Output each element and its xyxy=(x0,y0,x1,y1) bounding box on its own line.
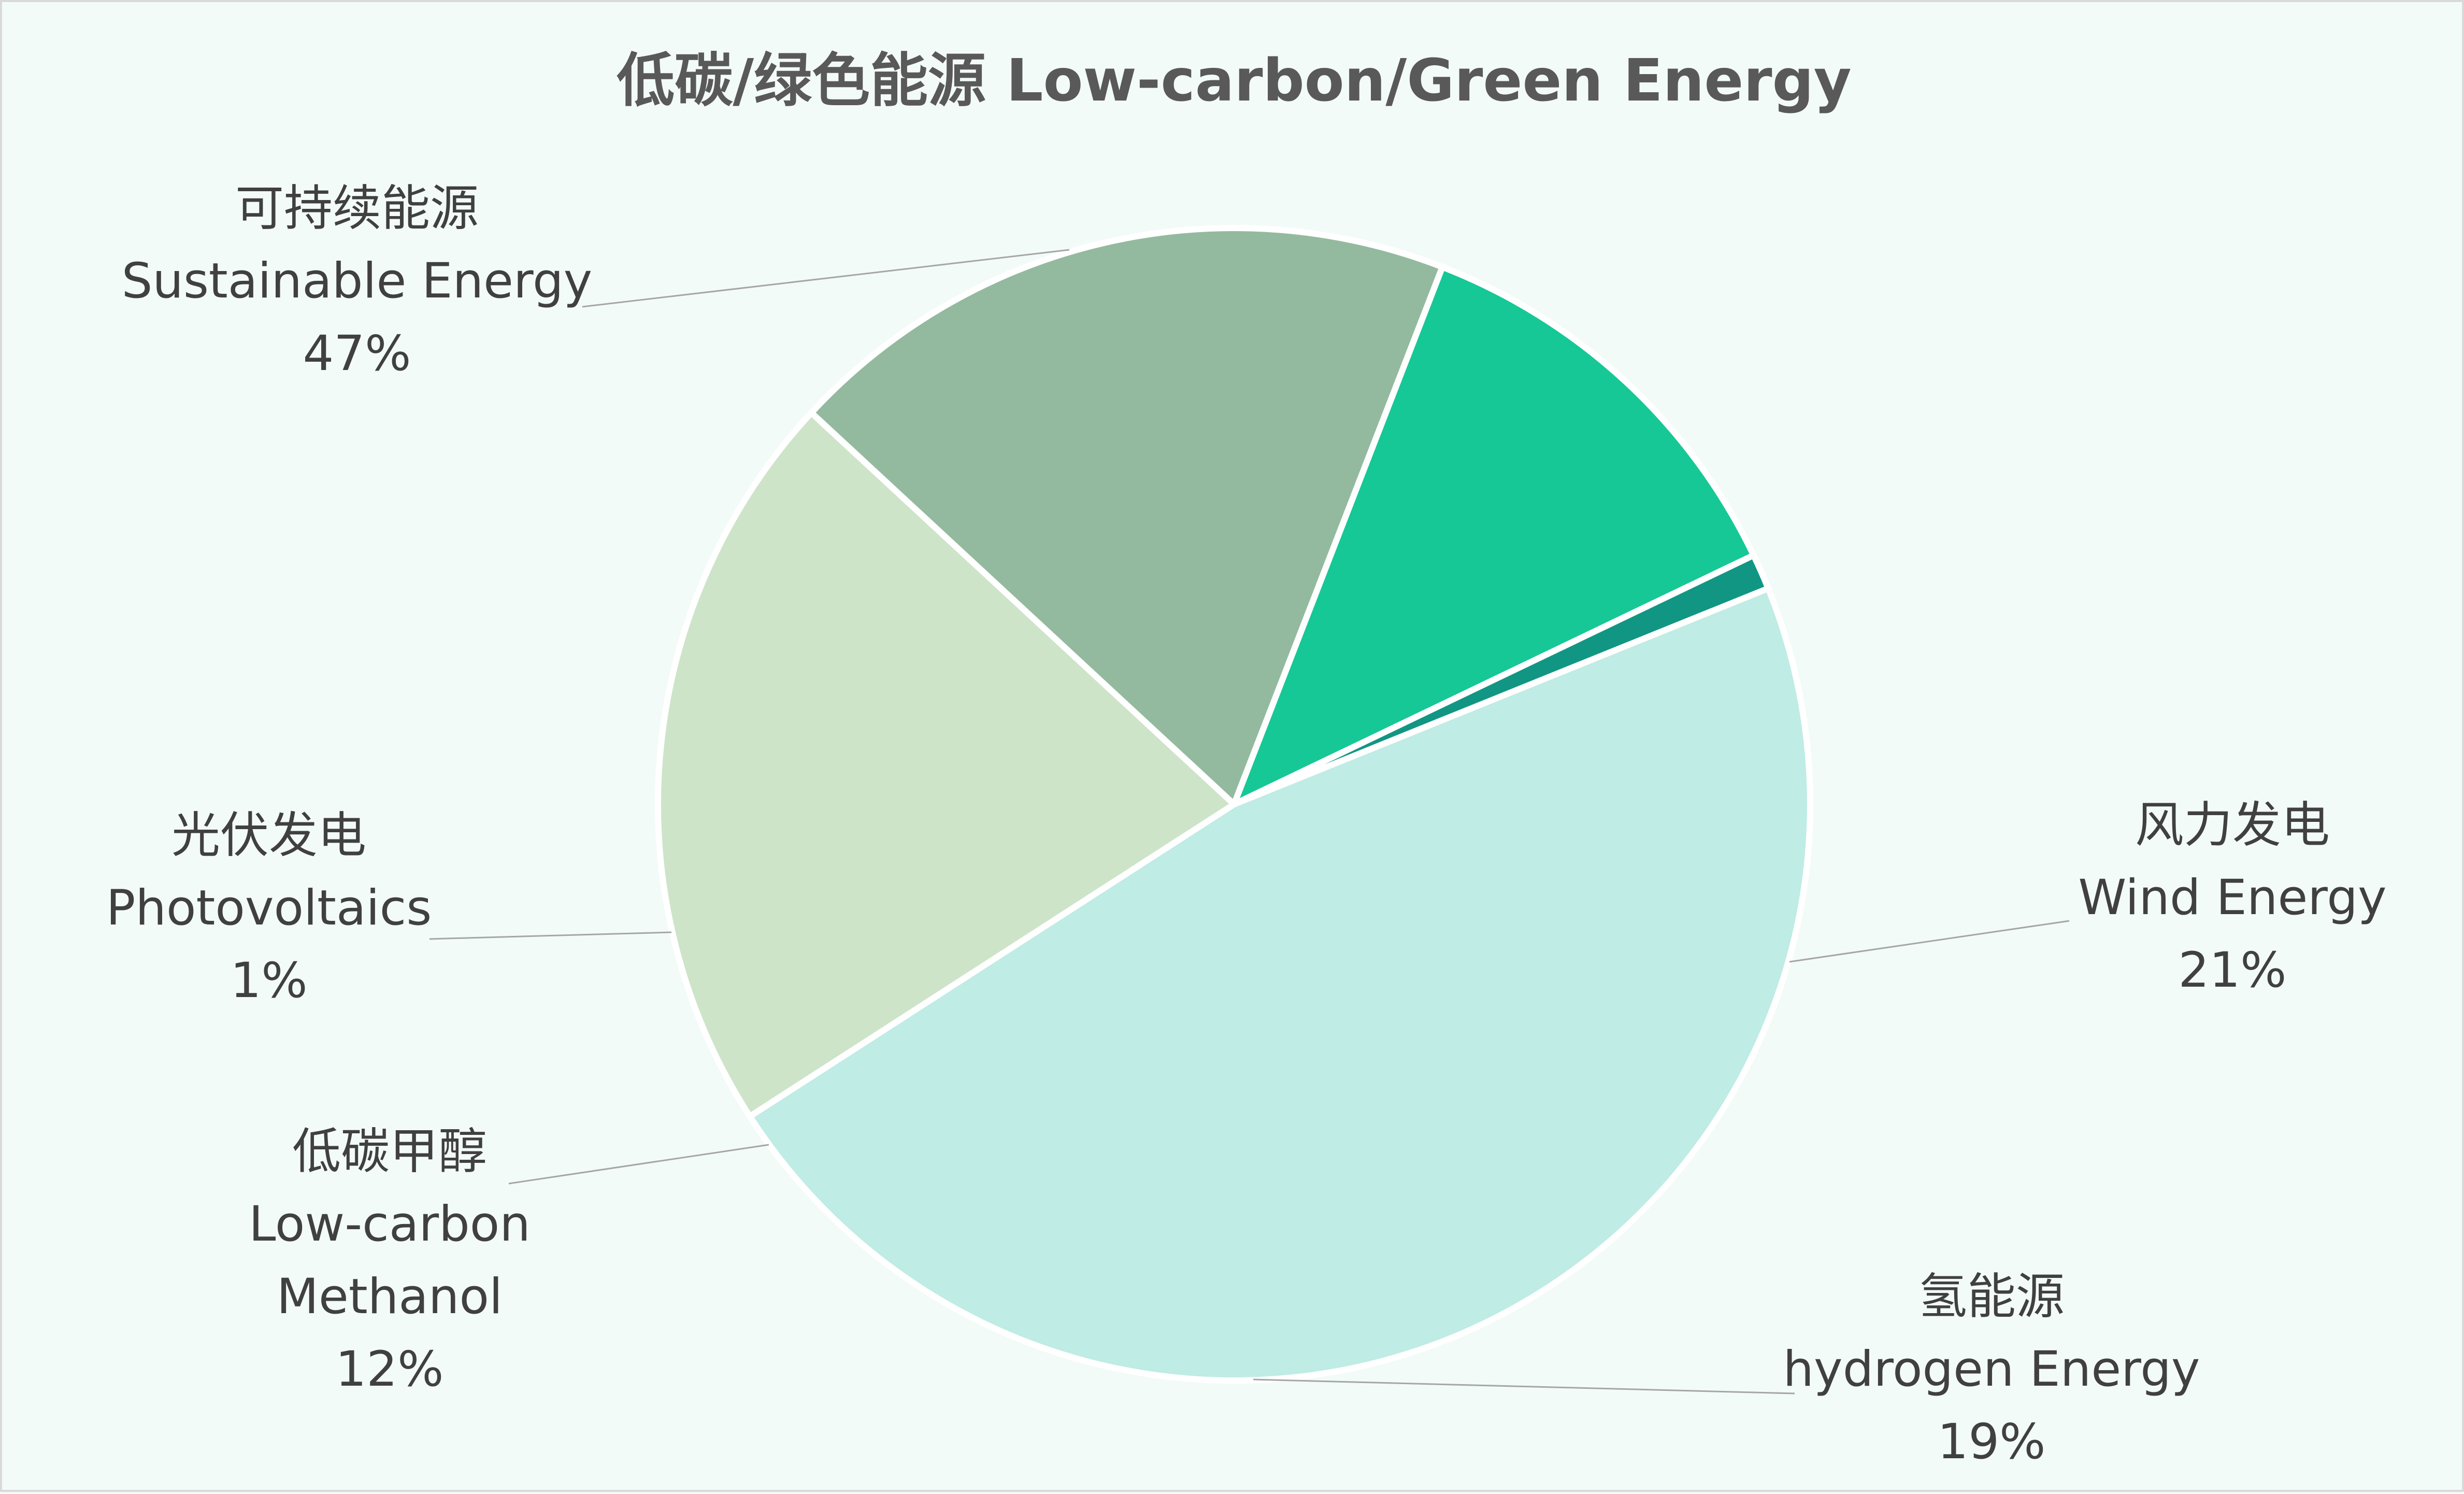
chart-title: 低碳/绿色能源 Low-carbon/Green Energy xyxy=(617,47,1852,115)
data-label-hydrogen-percent-label: 19% xyxy=(1938,1414,2046,1470)
data-label-wind-percent-label: 21% xyxy=(2179,942,2287,999)
data-label-hydrogen: 氢能源 hydrogen Energy 19% xyxy=(1783,1269,2200,1470)
data-label-sustainable: 可持续能源 Sustainable Energy 47% xyxy=(122,180,593,382)
leader-line-methanol xyxy=(508,1144,769,1185)
data-label-methanol: 低碳甲醇 Low-carbon Methanol 12% xyxy=(249,1123,531,1398)
pie-slice-hydrogen xyxy=(808,225,1446,807)
data-label-photovoltaics-label-en: Photovoltaics xyxy=(106,880,432,936)
leader-line-wind xyxy=(1789,920,2070,963)
data-label-methanol-label-en-0: Low-carbon xyxy=(249,1196,531,1253)
leader-line-photovoltaics xyxy=(429,931,672,940)
data-label-hydrogen-label-zh: 氢能源 xyxy=(1918,1269,2065,1325)
data-label-wind: 风力发电 Wind Energy 21% xyxy=(2078,797,2386,999)
data-label-methanol-label-en-1: Methanol xyxy=(277,1269,503,1325)
leader-lines xyxy=(429,249,2070,1395)
data-label-sustainable-label-en: Sustainable Energy xyxy=(122,253,593,309)
data-label-wind-label-en: Wind Energy xyxy=(2078,870,2386,926)
data-labels: 可持续能源 Sustainable Energy 47% 风力发电 Wind Energ… xyxy=(106,180,2387,1470)
data-label-wind-label-zh: 风力发电 xyxy=(2135,797,2330,853)
data-label-methanol-percent-label: 12% xyxy=(336,1341,444,1398)
pie-slices xyxy=(654,225,1813,1384)
pie-slice-methanol xyxy=(1231,264,1757,807)
data-label-photovoltaics-percent-label: 1% xyxy=(230,952,307,1009)
data-label-photovoltaics-label-zh: 光伏发电 xyxy=(171,807,366,864)
data-label-methanol-label-zh: 低碳甲醇 xyxy=(292,1123,487,1180)
data-label-sustainable-percent-label: 47% xyxy=(303,325,411,382)
data-label-photovoltaics: 光伏发电 Photovoltaics 1% xyxy=(106,807,432,1009)
pie-slice-sustainable xyxy=(747,585,1813,1384)
leader-line-sustainable xyxy=(582,249,1070,308)
pie-slice-wind xyxy=(654,409,1237,1120)
pie-slice-photovoltaics xyxy=(1231,552,1772,807)
data-label-hydrogen-label-en: hydrogen Energy xyxy=(1783,1341,2200,1398)
data-label-sustainable-label-zh: 可持续能源 xyxy=(235,180,479,237)
leader-line-hydrogen xyxy=(1253,1378,1795,1395)
